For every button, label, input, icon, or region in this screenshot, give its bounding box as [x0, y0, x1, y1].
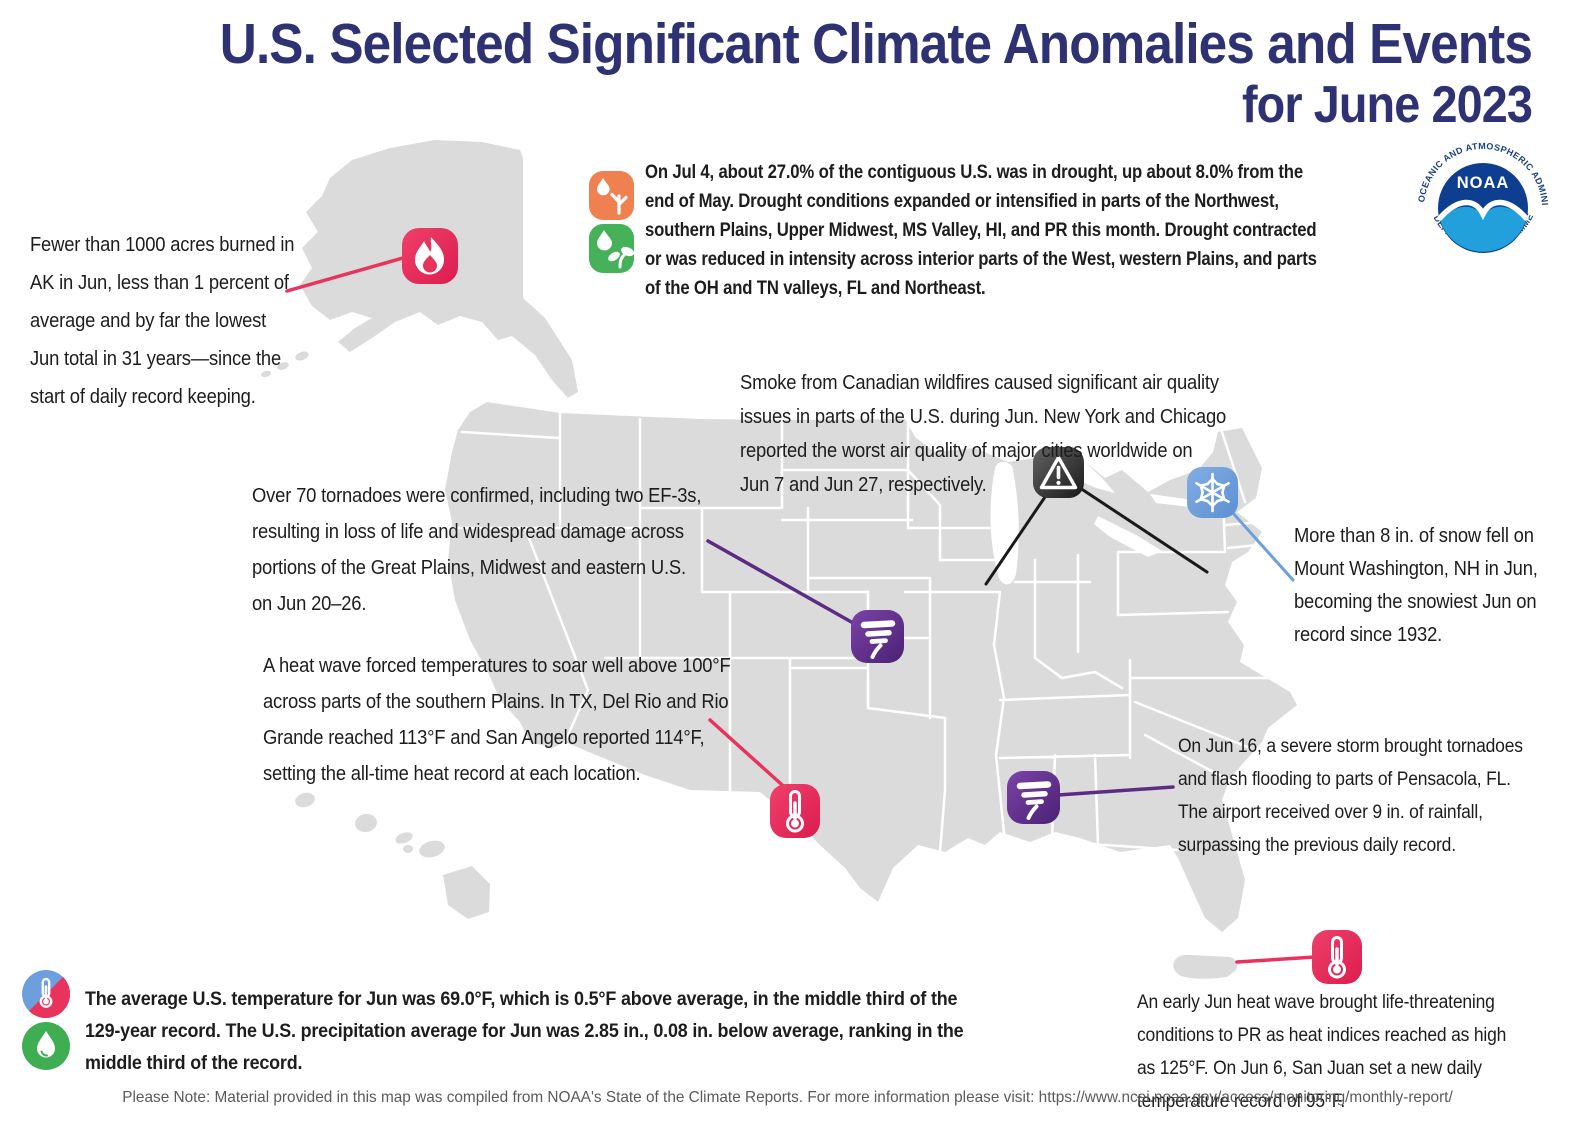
thermometer-icon-texas — [770, 784, 820, 838]
conus-silhouette — [445, 402, 1297, 932]
connector-tornado-plains — [706, 539, 864, 630]
title-line-2: for June 2023 — [1241, 76, 1533, 134]
tornado-icon-plains — [851, 610, 904, 663]
annotation-national-summary: The average U.S. temperature for Jun was… — [85, 988, 964, 1074]
connector-pr-heat — [1235, 955, 1317, 964]
snowflake-icon — [1187, 467, 1238, 518]
hawaii-silhouette — [295, 792, 490, 919]
connector-heat-texas — [708, 718, 792, 794]
connector-smoke-newyork — [1075, 484, 1209, 574]
annotation-pr-heat: An early Jun heat wave brought life-thre… — [1137, 992, 1507, 1112]
annotation-snow-nh: More than 8 in. of snow fell on Mount Wa… — [1294, 525, 1538, 646]
noaa-emblem-icon: NOAA — [1437, 163, 1529, 253]
puerto-rico-silhouette — [1173, 954, 1238, 979]
connector-tornado-pensacola — [1056, 785, 1175, 797]
wet-icon — [589, 224, 634, 273]
title-line-1: U.S. Selected Significant Climate Anomal… — [219, 12, 1533, 76]
annotation-alaska-fire: Fewer than 1000 acres burned in AK in Ju… — [30, 234, 295, 408]
footer-note: Please Note: Material provided in this m… — [122, 1089, 1453, 1106]
drought-icon — [589, 171, 634, 220]
air-quality-warning-icon — [1033, 447, 1084, 498]
annotation-smoke: Smoke from Canadian wildfires caused sig… — [740, 372, 1227, 496]
thermometer-icon-pr — [1312, 930, 1362, 984]
connector-snow-nh — [1230, 510, 1295, 582]
noaa-acronym: NOAA — [1457, 174, 1510, 192]
annotation-drought: On Jul 4, about 27.0% of the contiguous … — [645, 162, 1317, 299]
connector-alaska-fire — [285, 254, 412, 293]
precipitation-circle-icon — [22, 1022, 70, 1070]
annotation-tornadoes: Over 70 tornadoes were confirmed, includ… — [252, 485, 702, 615]
noaa-logo: NATIONAL OCEANIC AND ATMOSPHERIC ADMINIS… — [1408, 130, 1550, 253]
fire-icon — [402, 228, 458, 284]
temperature-circle-icon — [22, 970, 71, 1019]
connector-smoke-chicago — [984, 492, 1049, 586]
tornado-icon-pensacola — [1007, 771, 1060, 824]
page-title: U.S. Selected Significant Climate Anomal… — [219, 12, 1533, 134]
annotation-heatwave-texas: A heat wave forced temperatures to soar … — [263, 655, 731, 785]
annotation-pensacola: On Jun 16, a severe storm brought tornad… — [1178, 736, 1523, 856]
